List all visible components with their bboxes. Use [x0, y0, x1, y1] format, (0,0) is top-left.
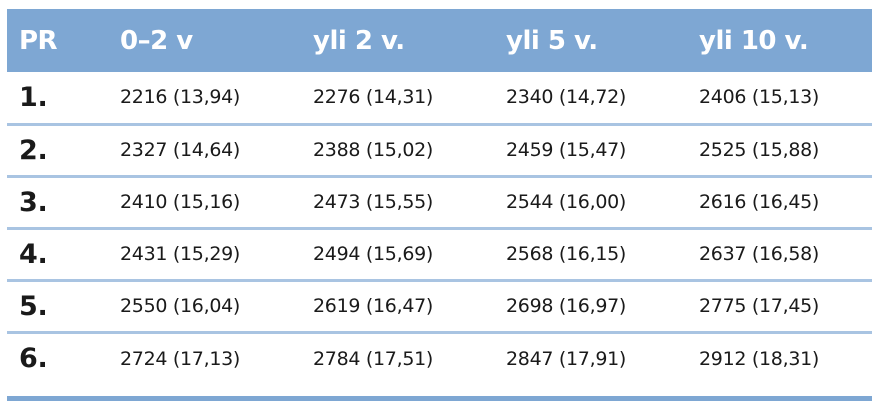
table-cell: 2784 (17,51) [301, 330, 494, 384]
header-over-2-years: yli 2 v. [313, 25, 405, 56]
table-cell: 2388 (15,02) [301, 122, 494, 176]
table-cell: 2847 (17,91) [494, 330, 687, 384]
header-pr: PR [19, 25, 58, 56]
table-cell: 2276 (14,31) [313, 86, 434, 109]
header-over-10-years: yli 10 v. [699, 25, 809, 56]
table-row: 2. 2327 (14,64) 2388 (15,02) 2459 (15,47… [7, 122, 872, 176]
table-row: 5. 2550 (16,04) 2619 (16,47) 2698 (16,97… [7, 278, 872, 332]
table-cell: 2431 (15,29) [108, 226, 301, 280]
header-0-2-years: 0–2 v [120, 25, 193, 56]
table-cell: 2410 (15,16) [108, 174, 301, 228]
table-cell: 2616 (16,45) [687, 174, 872, 228]
table-cell: 2550 (16,04) [108, 278, 301, 332]
row-pr: 6. [7, 330, 108, 384]
row-pr: 5. [7, 278, 108, 332]
table-header: PR 0–2 v yli 2 v. yli 5 v. yli 10 v. [7, 9, 872, 72]
table-cell: 2637 (16,58) [687, 226, 872, 280]
salary-table-container: PR 0–2 v yli 2 v. yli 5 v. yli 10 v. 1. … [7, 9, 872, 384]
table-cell: 2724 (17,13) [108, 330, 301, 384]
header-row: PR 0–2 v yli 2 v. yli 5 v. yli 10 v. [7, 9, 872, 72]
row-pr: 3. [7, 174, 108, 228]
table-cell: 2544 (16,00) [494, 174, 687, 228]
table-row: 3. 2410 (15,16) 2473 (15,55) 2544 (16,00… [7, 174, 872, 228]
table-cell: 2473 (15,55) [301, 174, 494, 228]
table-cell: 2216 (13,94) [120, 86, 241, 109]
row-pr: 4. [7, 226, 108, 280]
table-cell: 2525 (15,88) [687, 122, 872, 176]
table-cell: 2340 (14,72) [506, 86, 627, 109]
table-cell: 2775 (17,45) [687, 278, 872, 332]
bottom-rule [7, 396, 872, 401]
salary-table: PR 0–2 v yli 2 v. yli 5 v. yli 10 v. 1. … [7, 9, 872, 384]
table-cell: 2698 (16,97) [494, 278, 687, 332]
table-row: 6. 2724 (17,13) 2784 (17,51) 2847 (17,91… [7, 330, 872, 384]
table-cell: 2494 (15,69) [301, 226, 494, 280]
table-cell: 2912 (18,31) [687, 330, 872, 384]
row-pr: 2. [7, 122, 108, 176]
table-body: 1. 2216 (13,94) 2276 (14,31) 2340 (14,72… [7, 72, 872, 384]
table-row: 1. 2216 (13,94) 2276 (14,31) 2340 (14,72… [7, 72, 872, 124]
header-over-5-years: yli 5 v. [506, 25, 598, 56]
table-row: 4. 2431 (15,29) 2494 (15,69) 2568 (16,15… [7, 226, 872, 280]
table-cell: 2619 (16,47) [301, 278, 494, 332]
table-cell: 2406 (15,13) [699, 86, 820, 109]
table-cell: 2327 (14,64) [108, 122, 301, 176]
table-cell: 2459 (15,47) [494, 122, 687, 176]
table-cell: 2568 (16,15) [494, 226, 687, 280]
row-pr: 1. [19, 81, 48, 113]
